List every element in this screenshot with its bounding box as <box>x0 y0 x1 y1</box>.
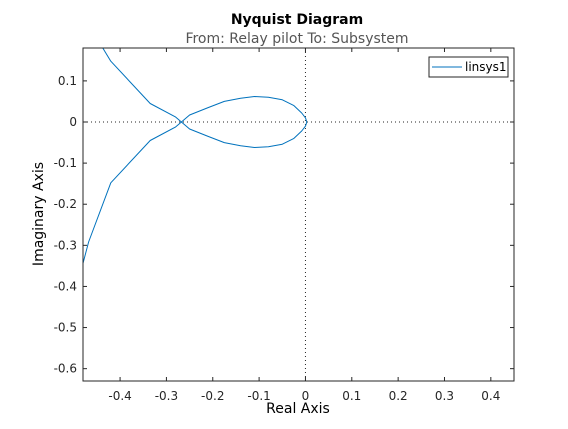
x-tick-label: 0 <box>302 389 310 403</box>
x-tick-label: 0.2 <box>389 389 408 403</box>
series-layer <box>83 48 308 266</box>
x-tick-label: -0.4 <box>108 389 131 403</box>
y-tick-label: 0 <box>69 115 77 129</box>
x-axis-label: Real Axis <box>266 401 330 417</box>
legend[interactable]: linsys1 <box>428 56 509 78</box>
x-tick-label: -0.2 <box>201 389 224 403</box>
y-tick-label: -0.5 <box>54 321 77 335</box>
x-tick-label: -0.3 <box>155 389 178 403</box>
legend-box <box>428 56 509 78</box>
axis-ticks <box>83 48 514 381</box>
x-tick-label: 0.1 <box>342 389 361 403</box>
y-axis-label: Imaginary Axis <box>31 162 47 266</box>
y-tick-label: -0.2 <box>54 197 77 211</box>
series-line-linsys1 <box>83 48 308 266</box>
y-tick-label: -0.6 <box>54 362 77 376</box>
chart-title: Nyquist Diagram <box>231 12 363 28</box>
plot-frame <box>82 47 515 382</box>
y-tick-labels: 0.1 0 -0.1 -0.2 -0.3 -0.4 -0.5 -0.6 <box>54 74 77 376</box>
y-tick-label: -0.4 <box>54 279 77 293</box>
y-tick-label: -0.1 <box>54 156 77 170</box>
y-tick-label: -0.3 <box>54 238 77 252</box>
x-tick-labels: -0.4 -0.3 -0.2 -0.1 0 0.1 0.2 0.3 0.4 <box>108 389 500 403</box>
x-tick-label: -0.1 <box>247 389 270 403</box>
x-tick-label: 0.4 <box>481 389 500 403</box>
chart-subtitle: From: Relay pilot To: Subsystem <box>185 31 408 47</box>
plot-area <box>83 48 514 381</box>
x-tick-label: 0.3 <box>435 389 454 403</box>
legend-label-linsys1: linsys1 <box>465 60 507 74</box>
y-tick-label: 0.1 <box>58 74 77 88</box>
